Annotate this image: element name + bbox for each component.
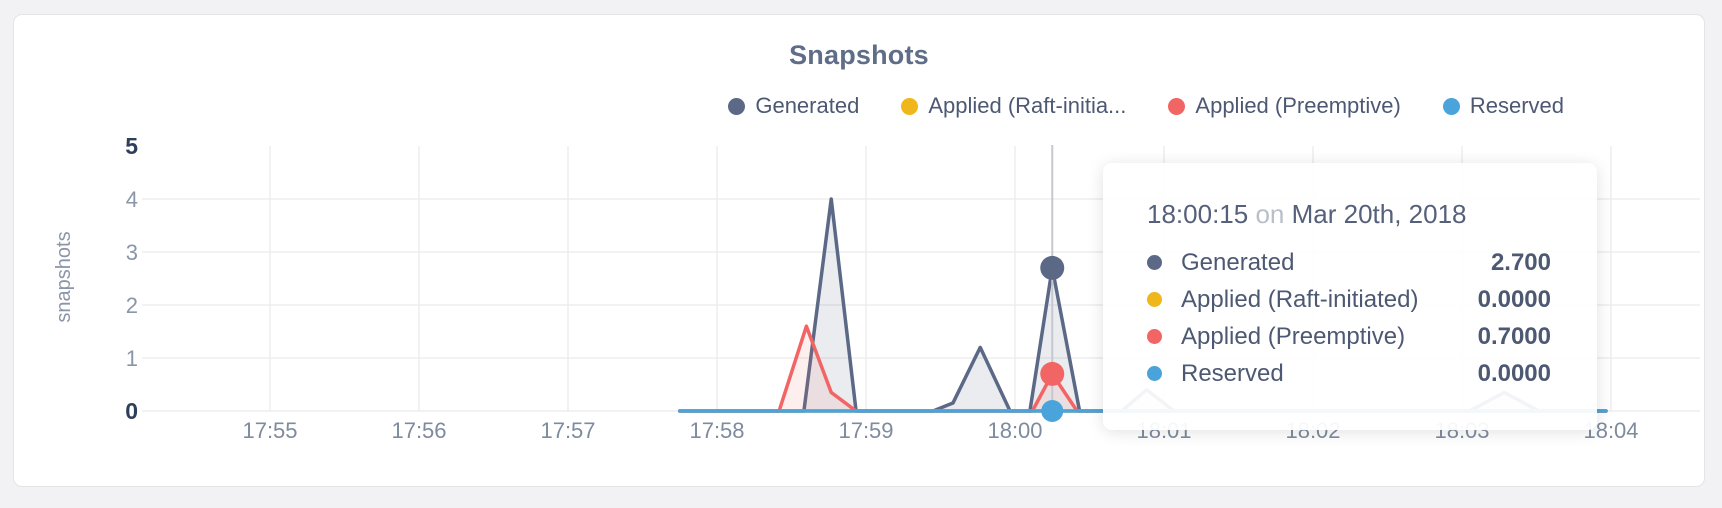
- tooltip-row: Applied (Raft-initiated) 0.0000: [1147, 281, 1551, 318]
- legend-swatch-icon: [901, 97, 919, 115]
- tooltip-row: Generated 2.700: [1147, 244, 1551, 281]
- tooltip-row: Reserved 0.0000: [1147, 355, 1551, 392]
- tooltip-series-swatch-icon: [1147, 292, 1162, 307]
- y-tick-label: 0: [125, 398, 138, 424]
- tooltip-series-label: Applied (Preemptive): [1181, 322, 1406, 350]
- tooltip-series-value: 2.700: [1490, 248, 1551, 276]
- tooltip-row: Applied (Preemptive) 0.7000: [1147, 318, 1551, 355]
- x-tick-label: 17:57: [540, 418, 595, 443]
- legend-swatch-icon: [728, 97, 746, 115]
- chart-legend: Generated Applied (Raft-initia... Applied …: [728, 93, 1564, 119]
- x-tick-label: 17:55: [242, 418, 297, 443]
- y-tick-label: 3: [126, 240, 138, 265]
- marker-dot: [1040, 255, 1065, 280]
- marker-dot: [1040, 361, 1065, 386]
- tooltip-conjunction: on: [1255, 199, 1285, 229]
- marker-dot: [1041, 400, 1064, 422]
- y-tick-label: 1: [126, 346, 138, 371]
- y-tick-label: 2: [126, 293, 138, 318]
- x-tick-label: 17:56: [391, 418, 446, 443]
- x-tick-label: 17:58: [689, 418, 744, 443]
- legend-item-label: Reserved: [1469, 93, 1564, 118]
- tooltip-date: Mar 20th, 2018: [1291, 199, 1467, 229]
- x-tick-label: 18:00: [987, 418, 1042, 443]
- hover-tooltip: 18:00:15 on Mar 20th, 2018 Generated 2.70…: [1103, 163, 1597, 430]
- tooltip-time: 18:00:15: [1147, 199, 1249, 229]
- legend-item-generated[interactable]: Generated: [728, 93, 859, 119]
- tooltip-header: 18:00:15 on Mar 20th, 2018: [1147, 199, 1551, 230]
- tooltip-series-label: Reserved: [1181, 359, 1284, 387]
- y-axis-label: snapshots: [53, 231, 75, 323]
- legend-swatch-icon: [1168, 97, 1186, 115]
- y-tick-label: 5: [125, 133, 138, 159]
- legend-item-applied-preemptive[interactable]: Applied (Preemptive): [1168, 93, 1401, 119]
- y-tick-label: 4: [126, 187, 138, 212]
- x-tick-label: 17:59: [838, 418, 893, 443]
- tooltip-series-value: 0.7000: [1477, 322, 1551, 350]
- tooltip-series-swatch-icon: [1147, 329, 1162, 344]
- legend-item-applied-raft-initiated[interactable]: Applied (Raft-initia...: [901, 93, 1126, 119]
- tooltip-series-value: 0.0000: [1477, 285, 1551, 313]
- tooltip-series-label: Applied (Raft-initiated): [1181, 285, 1419, 313]
- tooltip-series-swatch-icon: [1147, 366, 1162, 381]
- legend-item-label: Generated: [755, 93, 860, 118]
- legend-item-label: Applied (Raft-initia...: [928, 93, 1127, 118]
- tooltip-series-label: Generated: [1181, 248, 1295, 276]
- tooltip-series-swatch-icon: [1147, 255, 1162, 270]
- legend-item-label: Applied (Preemptive): [1195, 93, 1401, 118]
- chart-title: Snapshots: [789, 40, 929, 70]
- tooltip-series-value: 0.0000: [1477, 359, 1551, 387]
- legend-swatch-icon: [1442, 97, 1460, 115]
- legend-item-reserved[interactable]: Reserved: [1442, 93, 1564, 119]
